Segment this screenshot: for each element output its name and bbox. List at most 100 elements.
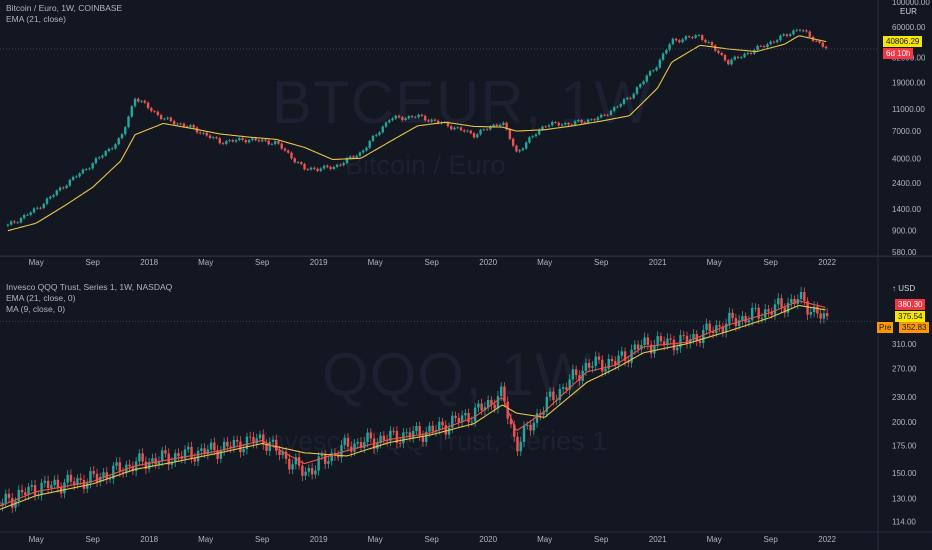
qqq-candle-body (53, 479, 56, 486)
qqq-candle-body (574, 369, 578, 376)
btceur-candle-body (150, 108, 153, 112)
qqq-candle-body (24, 492, 27, 495)
qqq-x-tick-label: 2022 (818, 535, 836, 544)
qqq-ma-label[interactable]: MA (9, close, 0) (6, 304, 66, 314)
btceur-candle-body (446, 122, 450, 127)
qqq-candle-body (519, 441, 522, 452)
btceur-candle-body (779, 35, 782, 41)
btceur-candle-body (114, 144, 117, 149)
qqq-candle-body (160, 450, 164, 462)
btceur-candle-body (635, 87, 639, 94)
qqq-ema-line (0, 304, 826, 510)
btceur-candle-body (740, 57, 743, 58)
btceur-candle-body (746, 53, 750, 54)
btceur-candle-body (228, 140, 231, 141)
qqq-price-tick-label: 150.00 (892, 469, 917, 478)
qqq-candle-body (72, 481, 76, 485)
btceur-candle-body (691, 37, 694, 39)
qqq-symbol-title[interactable]: Invesco QQQ Trust, Series 1, 1W, NASDAQ (6, 282, 173, 292)
btceur-candle-body (388, 120, 391, 123)
btceur-candle-body (564, 123, 567, 125)
btceur-x-tick-label: Sep (425, 258, 440, 267)
btceur-candle-body (55, 190, 59, 196)
qqq-ema-label[interactable]: EMA (21, close, 0) (6, 293, 76, 303)
qqq-candle-body (245, 436, 249, 450)
btceur-x-tick-label: 2020 (479, 258, 497, 267)
qqq-candle-body (649, 344, 653, 354)
btceur-candle-body (479, 129, 482, 135)
btceur-candle-body (733, 56, 736, 60)
btceur-candle-body (208, 135, 212, 138)
qqq-candle-body (630, 349, 633, 363)
qqq-candle-body (369, 432, 373, 439)
btceur-candle-body (775, 40, 779, 43)
btceur-candle-body (163, 118, 166, 120)
btceur-candle-body (456, 127, 459, 129)
btceur-x-tick-label: Sep (86, 258, 101, 267)
btceur-candle-body (140, 100, 143, 102)
qqq-price-tick-label: 270.00 (892, 364, 917, 373)
qqq-candle-body (803, 292, 806, 301)
qqq-candle-body (216, 450, 219, 459)
btceur-ema-label[interactable]: EMA (21, close) (6, 14, 66, 24)
btceur-candle-body (335, 164, 339, 167)
qqq-candle-body (271, 439, 275, 442)
qqq-candle-body (578, 375, 581, 381)
btceur-candle-body (293, 158, 296, 163)
qqq-candle-body (591, 366, 594, 368)
btceur-candle-body (798, 29, 802, 31)
qqq-candle-body (226, 441, 229, 447)
qqq-candle-body (457, 417, 461, 423)
btceur-candle-body (342, 163, 345, 166)
btceur-symbol-title[interactable]: Bitcoin / Euro, 1W, COINBASE (6, 3, 123, 13)
btceur-candle-body (238, 138, 241, 141)
qqq-candle-body (343, 437, 346, 445)
qqq-candle-body (496, 396, 500, 409)
btceur-candle-body (179, 123, 182, 125)
btceur-candle-body (257, 140, 261, 142)
btceur-candle-body (684, 36, 688, 40)
qqq-candle-body (561, 387, 565, 389)
qqq-candle-body (741, 316, 744, 321)
btceur-candle-body (511, 138, 515, 146)
qqq-candle-body (115, 462, 118, 466)
qqq-candle-body (301, 465, 304, 476)
qqq-candle-body (69, 474, 73, 482)
qqq-candle-body (822, 313, 826, 319)
btceur-candle-body (62, 187, 65, 189)
qqq-candle-body (46, 480, 50, 488)
btceur-candle-body (759, 45, 763, 47)
qqq-candle-body (744, 316, 747, 323)
btceur-candle-body (120, 134, 124, 139)
btceur-candle-body (730, 59, 733, 65)
qqq-candle-body (715, 325, 718, 334)
btceur-price-tick-label: 1400.00 (892, 205, 921, 214)
qqq-candle-body (170, 461, 174, 465)
qqq-candle-body (304, 471, 307, 476)
qqq-candle-body (558, 388, 562, 400)
btceur-x-tick-label: Sep (255, 258, 270, 267)
btceur-candle-body (401, 117, 404, 120)
btceur-price-tick-label: 100000.00 (892, 0, 930, 7)
btceur-candle-body (215, 137, 218, 139)
btceur-candle-body (218, 138, 221, 144)
btceur-candle-body (557, 122, 560, 126)
btceur-candle-body (518, 150, 521, 152)
btceur-candle-body (397, 115, 401, 118)
btceur-candle-body (743, 53, 746, 58)
qqq-candle-body (819, 313, 822, 319)
btceur-candle-body (6, 224, 10, 226)
btceur-candle-body (603, 114, 606, 116)
btceur-candle-body (427, 120, 430, 122)
btceur-candle-body (521, 148, 525, 151)
btceur-candle-body (199, 132, 202, 134)
btceur-candle-body (362, 150, 365, 153)
qqq-candle-body (754, 307, 757, 309)
btceur-candle-body (176, 123, 179, 125)
qqq-candle-body (516, 436, 519, 452)
btceur-candle-body (306, 169, 309, 171)
qqq-candle-body (728, 312, 731, 324)
qqq-candle-body (363, 442, 366, 448)
qqq-candle-body (588, 362, 591, 368)
